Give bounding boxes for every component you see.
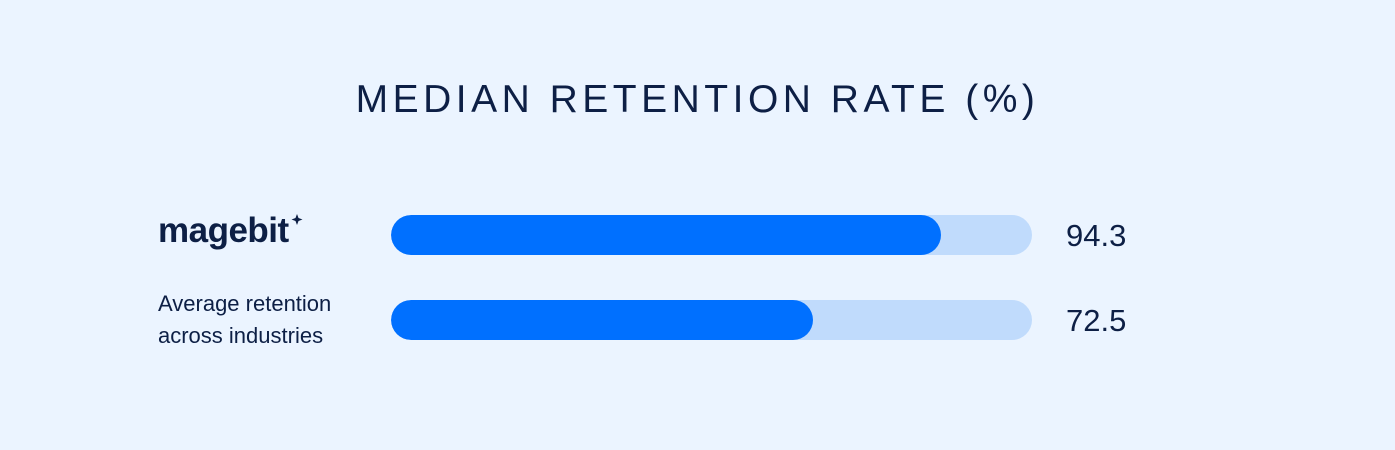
- category-label-average: Average retention across industries: [158, 291, 332, 348]
- magebit-logo-wordmark: magebit: [158, 211, 290, 250]
- chart-title: MEDIAN RETENTION RATE (%): [355, 78, 1040, 121]
- sparkle-icon: [291, 214, 303, 225]
- bar-track: [391, 300, 1032, 340]
- magebit-logo-graphic: magebit: [158, 211, 303, 250]
- bar-row-average: Average retention across industries 72.5: [0, 280, 1395, 360]
- bar-average: [391, 300, 813, 340]
- bar-track: [391, 215, 1032, 255]
- value-label-magebit: 94.3: [1066, 218, 1127, 253]
- bar-magebit: [391, 215, 941, 255]
- magebit-logo: magebit: [158, 205, 378, 255]
- bar-row-magebit: magebit 94.3: [0, 195, 1395, 275]
- value-label-average: 72.5: [1066, 303, 1127, 338]
